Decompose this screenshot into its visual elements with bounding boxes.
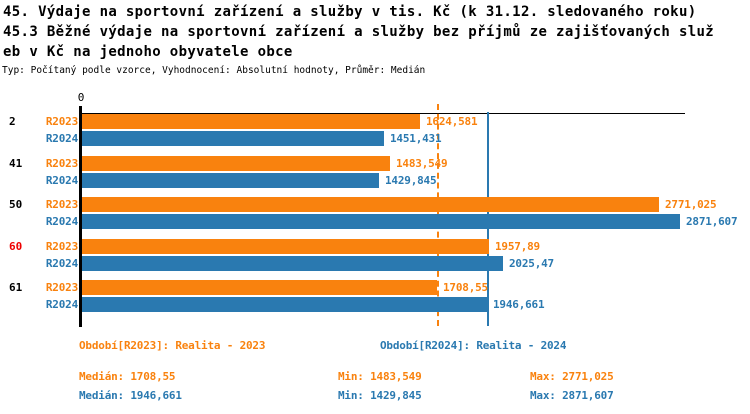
bar-r2024-61 — [82, 297, 487, 312]
series-label-r2024-50: R2024 — [45, 215, 78, 228]
value-label-r2024-2: 1451,431 — [390, 132, 442, 145]
series-label-r2023-2: R2023 — [45, 115, 78, 128]
bar-r2023-2 — [82, 114, 420, 129]
chart-type-info: Typ: Počítaný podle vzorce, Vyhodnocení:… — [2, 65, 426, 76]
bar-r2024-2 — [82, 131, 384, 146]
stat-max-r2023: Max: 2771,025 — [530, 370, 614, 383]
value-label-r2023-61: 1708,55 — [443, 281, 488, 294]
bar-r2023-50 — [82, 197, 659, 212]
series-label-r2023-50: R2023 — [45, 198, 78, 211]
series-label-r2023-41: R2023 — [45, 157, 78, 170]
bar-r2024-60 — [82, 256, 503, 271]
bar-r2024-50 — [82, 214, 680, 229]
bar-r2023-61 — [82, 280, 437, 295]
legend-r2024: Období[R2024]: Realita - 2024 — [380, 339, 567, 352]
stat-min-r2023: Min: 1483,549 — [338, 370, 422, 383]
x-axis-zero-label: 0 — [77, 91, 85, 104]
series-label-r2024-61: R2024 — [45, 298, 78, 311]
stat-median-r2024: Medián: 1946,661 — [79, 389, 182, 402]
value-label-r2024-60: 2025,47 — [509, 257, 554, 270]
y-axis-line — [79, 106, 82, 327]
value-label-r2024-61: 1946,661 — [493, 298, 545, 311]
bar-r2023-60 — [82, 239, 489, 254]
category-label-61: 61 — [9, 281, 23, 294]
bar-r2024-41 — [82, 173, 379, 188]
value-label-r2023-41: 1483,549 — [396, 157, 448, 170]
category-label-60: 60 — [9, 240, 23, 253]
x-axis-top-line — [80, 113, 685, 114]
value-label-r2024-41: 1429,845 — [385, 174, 437, 187]
category-label-41: 41 — [9, 157, 23, 170]
series-label-r2024-2: R2024 — [45, 132, 78, 145]
series-label-r2024-60: R2024 — [45, 257, 78, 270]
stat-median-r2023: Medián: 1708,55 — [79, 370, 176, 383]
series-label-r2023-60: R2023 — [45, 240, 78, 253]
category-label-50: 50 — [9, 198, 23, 211]
chart-title-line3: eb v Kč na jednoho obyvatele obce — [3, 44, 293, 60]
value-label-r2023-2: 1624,581 — [426, 115, 478, 128]
chart-title-line2: 45.3 Běžné výdaje na sportovní zařízení … — [3, 24, 715, 40]
stat-max-r2024: Max: 2871,607 — [530, 389, 614, 402]
series-label-r2024-41: R2024 — [45, 174, 78, 187]
series-label-r2023-61: R2023 — [45, 281, 78, 294]
category-label-2: 2 — [9, 115, 16, 128]
chart-title-line1: 45. Výdaje na sportovní zařízení a služb… — [3, 4, 697, 20]
stat-min-r2024: Min: 1429,845 — [338, 389, 422, 402]
value-label-r2023-60: 1957,89 — [495, 240, 540, 253]
bar-r2023-41 — [82, 156, 390, 171]
value-label-r2024-50: 2871,607 — [686, 215, 738, 228]
legend-r2023: Období[R2023]: Realita - 2023 — [79, 339, 266, 352]
value-label-r2023-50: 2771,025 — [665, 198, 717, 211]
